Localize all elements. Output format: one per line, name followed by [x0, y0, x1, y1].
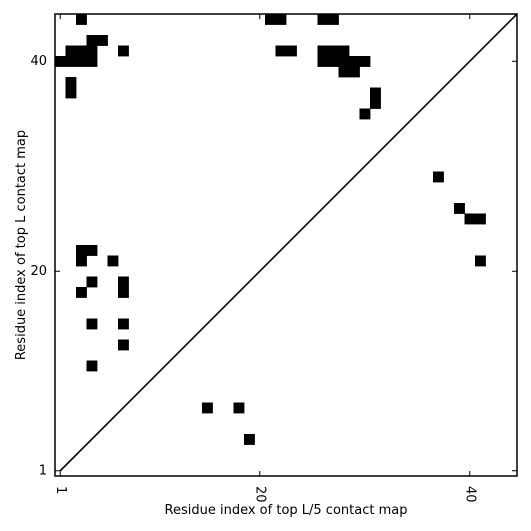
contact-cell-upper-20: [317, 56, 329, 67]
contact-cell-upper-6: [97, 35, 108, 46]
contact-cell-upper-24: [359, 56, 371, 67]
contact-cell-upper-27: [65, 77, 77, 88]
contact-cell-upper-7: [65, 45, 77, 57]
contact-cell-upper-34: [76, 255, 87, 267]
contact-cell-upper-23: [349, 56, 360, 67]
contact-cell-upper-28: [65, 87, 77, 99]
contact-cell-lower-6: [475, 213, 486, 225]
contact-cell-lower-4: [454, 203, 465, 214]
x-axis-ticks: 1 20 40: [53, 14, 477, 503]
y-axis-ticks: 1 20 40: [30, 54, 517, 478]
contact-cell-upper-18: [76, 56, 87, 67]
contact-cell-upper-33: [86, 245, 98, 256]
contact-cell-upper-43: [86, 360, 98, 372]
contact-cell-upper-39: [118, 287, 129, 298]
contact-cell-upper-29: [370, 87, 381, 99]
contact-cell-upper-22: [338, 56, 350, 67]
contact-cell-upper-19: [86, 56, 98, 67]
contact-cell-upper-3: [317, 14, 329, 25]
lower-right-contacts: [202, 171, 486, 445]
x-axis-label: Residue index of top L/5 contact map: [165, 503, 408, 518]
contact-cell-lower-3: [433, 171, 444, 183]
contact-cell-upper-36: [86, 276, 98, 288]
contact-cell-upper-11: [275, 45, 287, 57]
contact-cell-lower-5: [464, 213, 476, 225]
contact-cell-upper-15: [338, 45, 350, 57]
contact-cell-upper-26: [349, 66, 360, 78]
contact-cell-upper-40: [86, 318, 98, 330]
contact-cell-upper-16: [55, 56, 66, 67]
y-axis-label: Residue index of top L contact map: [14, 130, 29, 360]
contact-cell-upper-2: [275, 14, 287, 25]
contact-cell-upper-30: [370, 98, 381, 109]
contact-cell-upper-13: [317, 45, 329, 57]
y-tick-label-2: 40: [30, 54, 47, 69]
contact-cell-upper-17: [65, 56, 77, 67]
contact-cell-upper-42: [118, 339, 129, 351]
contact-cell-upper-14: [328, 45, 339, 57]
contact-cell-upper-0: [76, 14, 87, 25]
y-tick-label-1: 20: [30, 264, 47, 279]
contact-cell-upper-1: [265, 14, 276, 25]
x-tick-label-0: 1: [53, 486, 68, 494]
x-tick-label-2: 40: [462, 486, 477, 503]
contact-cell-lower-1: [233, 402, 245, 414]
contact-cell-upper-4: [328, 14, 339, 25]
contact-cell-upper-9: [86, 45, 98, 57]
contact-cell-upper-35: [107, 255, 119, 267]
contact-cell-upper-25: [338, 66, 350, 78]
contact-cell-upper-32: [76, 245, 87, 256]
contact-cell-upper-12: [286, 45, 297, 57]
contact-cell-lower-7: [475, 255, 486, 267]
contact-cell-upper-38: [76, 287, 87, 298]
contact-cell-lower-0: [202, 402, 213, 414]
contact-cell-upper-8: [76, 45, 87, 57]
plot-frame: [54, 13, 518, 477]
contact-cell-lower-2: [244, 434, 255, 445]
upper-left-contacts: [55, 14, 381, 372]
diagonal-line: [59, 13, 518, 472]
contact-cell-upper-10: [118, 45, 129, 57]
contact-cell-upper-41: [118, 318, 129, 330]
contact-cell-upper-21: [328, 56, 339, 67]
x-tick-label-1: 20: [252, 486, 267, 503]
contact-cell-upper-5: [86, 35, 98, 46]
contact-cell-upper-37: [118, 276, 129, 288]
contact-cell-upper-31: [359, 108, 371, 120]
y-tick-label-0: 1: [39, 463, 47, 478]
